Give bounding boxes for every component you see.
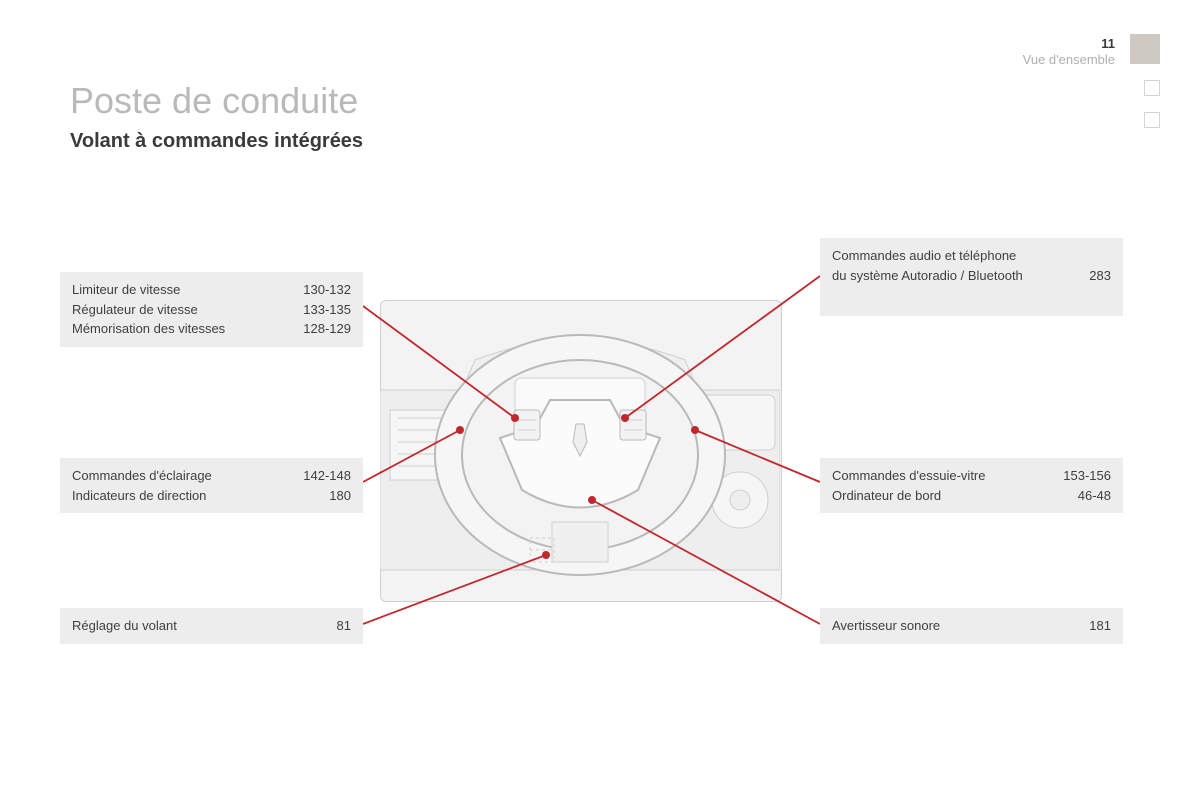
callout-ref: 153-156 bbox=[1063, 466, 1111, 486]
callout-label: Limiteur de vitesse bbox=[72, 280, 200, 300]
callout-ref: 283 bbox=[1089, 266, 1111, 286]
leader-lines bbox=[0, 0, 1200, 800]
callout-ref: 81 bbox=[337, 616, 351, 636]
callout-row: Régulateur de vitesse 133-135 bbox=[72, 300, 351, 320]
callout-row: Réglage du volant 81 bbox=[72, 616, 351, 636]
callout-ref: 181 bbox=[1089, 616, 1111, 636]
callout-right_top: Commandes audio et téléphone du système … bbox=[820, 238, 1123, 316]
callout-label: Réglage du volant bbox=[72, 616, 197, 636]
callout-right_bot: Avertisseur sonore 181 bbox=[820, 608, 1123, 644]
callout-row: Mémorisation des vitesses 128-129 bbox=[72, 319, 351, 339]
callout-left_top: Limiteur de vitesse130-132Régulateur de … bbox=[60, 272, 363, 347]
callout-label: Indicateurs de direction bbox=[72, 486, 226, 506]
callout-row: Commandes d'essuie-vitre 153-156 bbox=[832, 466, 1111, 486]
callout-row: Commandes d'éclairage 142-148 bbox=[72, 466, 351, 486]
callout-label: Ordinateur de bord bbox=[832, 486, 961, 506]
callout-row: Avertisseur sonore 181 bbox=[832, 616, 1111, 636]
callout-row: Limiteur de vitesse 130-132 bbox=[72, 280, 351, 300]
callout-ref: 130-132 bbox=[303, 280, 351, 300]
callout-label: Avertisseur sonore bbox=[832, 616, 960, 636]
callout-row: Indicateurs de direction 180 bbox=[72, 486, 351, 506]
callout-left_mid: Commandes d'éclairage142-148Indicateurs … bbox=[60, 458, 363, 513]
callout-ref: 128-129 bbox=[303, 319, 351, 339]
callout-label: Mémorisation des vitesses bbox=[72, 319, 245, 339]
callout-label: Commandes audio et téléphone du système … bbox=[832, 246, 1052, 285]
callout-label: Commandes d'éclairage bbox=[72, 466, 232, 486]
callout-row: Ordinateur de bord 46-48 bbox=[832, 486, 1111, 506]
callout-ref: 142-148 bbox=[303, 466, 351, 486]
callout-right_mid: Commandes d'essuie-vitre153-156Ordinateu… bbox=[820, 458, 1123, 513]
page: 11 Vue d'ensemble Poste de conduite Vola… bbox=[0, 0, 1200, 800]
callout-label: Régulateur de vitesse bbox=[72, 300, 218, 320]
callout-ref: 133-135 bbox=[303, 300, 351, 320]
callout-ref: 180 bbox=[329, 486, 351, 506]
callout-left_bot: Réglage du volant 81 bbox=[60, 608, 363, 644]
callout-ref: 46-48 bbox=[1078, 486, 1111, 506]
callout-label: Commandes d'essuie-vitre bbox=[832, 466, 1006, 486]
